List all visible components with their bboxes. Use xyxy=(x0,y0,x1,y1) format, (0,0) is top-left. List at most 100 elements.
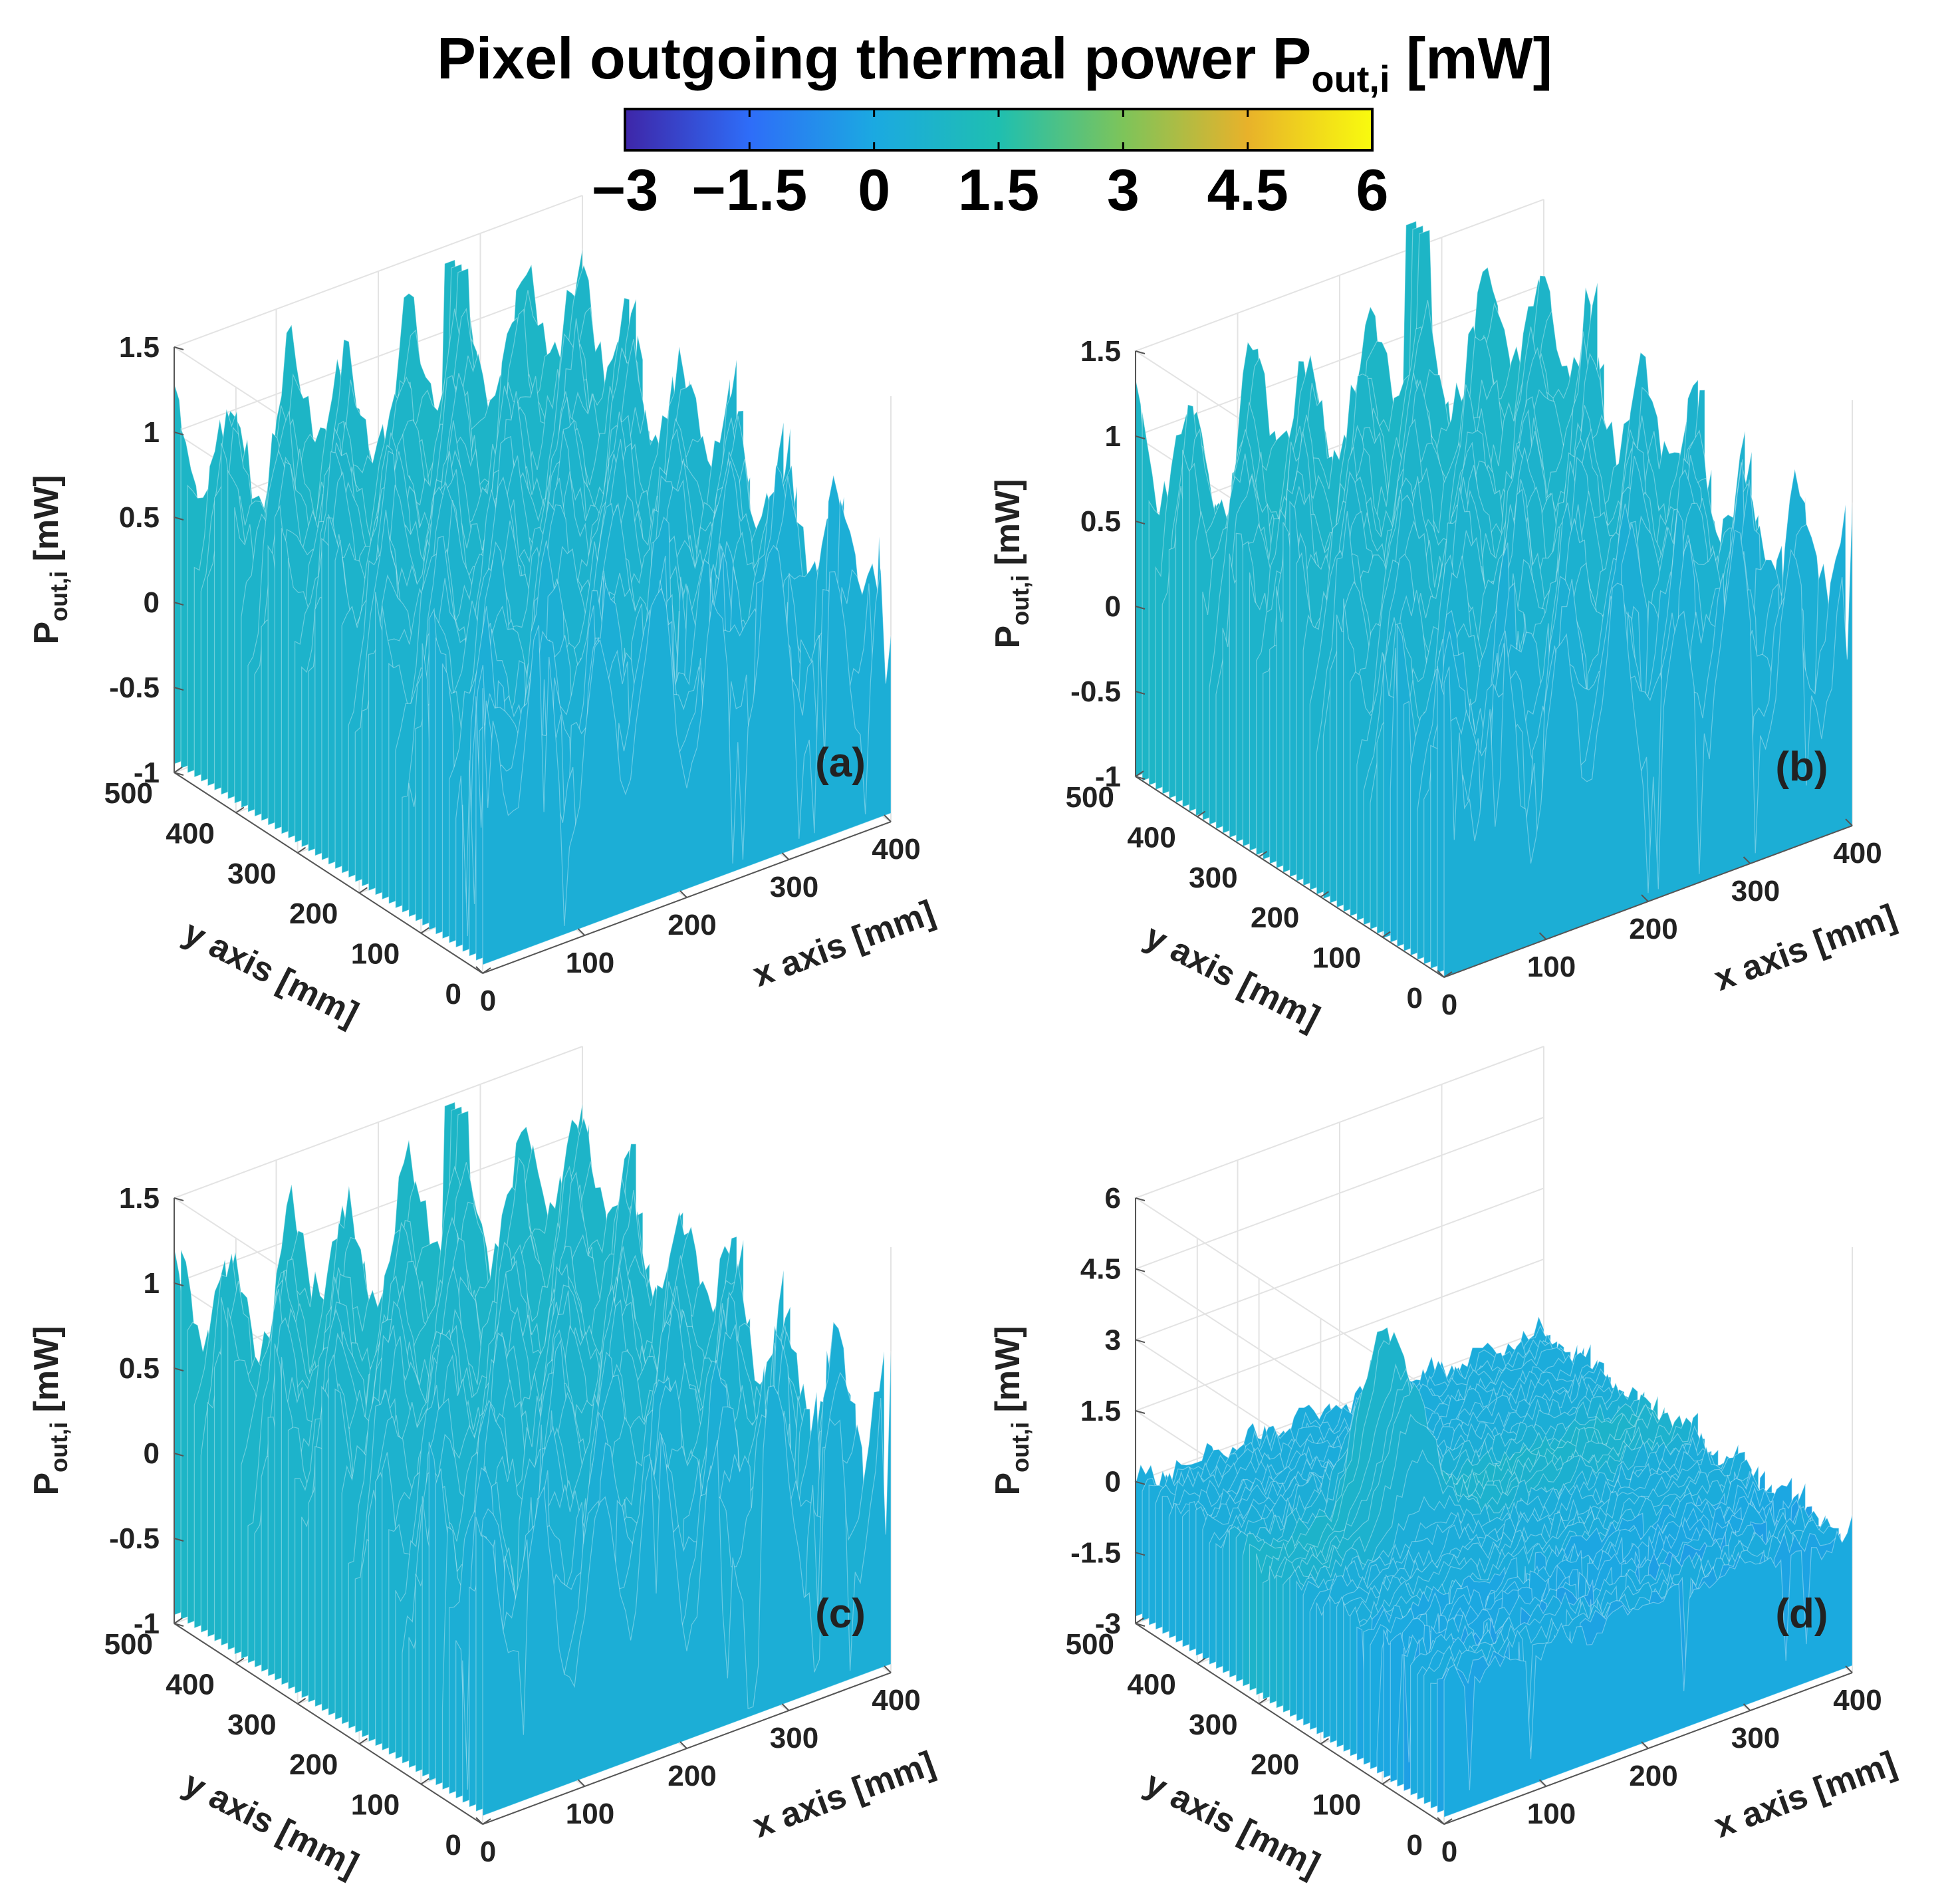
z-tick-label: -1 xyxy=(134,1607,160,1640)
x-tick-label: 400 xyxy=(1833,837,1882,870)
y-tickmark xyxy=(174,767,183,773)
x-tickmark xyxy=(577,1779,586,1787)
x-tickmark xyxy=(679,1741,687,1749)
x-tickmark xyxy=(1845,1665,1853,1673)
z-tick-label: -3 xyxy=(1095,1607,1121,1640)
z-tick-label: 1.5 xyxy=(1080,1395,1121,1427)
z-tick-label: -1.5 xyxy=(1070,1536,1121,1569)
x-tickmark xyxy=(679,890,687,898)
y-axis-line xyxy=(174,772,483,974)
y-tick-label: 500 xyxy=(104,777,153,810)
z-tickmark xyxy=(1135,1410,1146,1414)
z-tick-label: 0.5 xyxy=(1080,505,1121,538)
colorbar-tick-label: −1.5 xyxy=(691,157,807,223)
surface-slice xyxy=(482,1351,892,1817)
panel-a: -1 -0.5 0 0.5 1 1.5 0 100 200 300 400 0 100 200 300 400… xyxy=(27,195,940,1034)
y-tickmark xyxy=(235,1657,245,1665)
z-tick-label: 1 xyxy=(144,1267,160,1300)
y-tick-label: 100 xyxy=(351,938,400,971)
y-tickmark xyxy=(358,1738,368,1745)
colorbar-title-sub: out,i xyxy=(1311,58,1390,100)
y-tickmark xyxy=(1443,971,1453,978)
x-tickmark xyxy=(884,1665,892,1673)
z-axis-label: Pout,i [mW] xyxy=(989,479,1034,648)
z-tick-label: 0 xyxy=(144,586,160,619)
x-axis-label: x axis [mm] xyxy=(1709,897,1901,999)
z-tickmark xyxy=(174,431,184,435)
x-tickmark xyxy=(577,928,586,936)
z-tick-label: 1.5 xyxy=(1080,335,1121,368)
x-tick-label: 100 xyxy=(566,1798,614,1830)
y-tickmark xyxy=(1135,771,1144,777)
z-tickmark xyxy=(174,772,184,776)
colorbar-tick-label: 6 xyxy=(1356,157,1389,223)
y-axis-label: y axis [mm] xyxy=(178,913,364,1034)
z-tick-label: 4.5 xyxy=(1080,1253,1121,1286)
y-tickmark xyxy=(420,927,429,934)
z-tick-label: 6 xyxy=(1105,1182,1121,1215)
y-tick-label: 400 xyxy=(166,1668,214,1701)
z-tickmark xyxy=(1135,435,1146,439)
y-tickmark xyxy=(358,887,368,894)
y-axis-label: y axis [mm] xyxy=(1139,917,1326,1038)
z-tick-label: 0 xyxy=(1105,1466,1121,1498)
x-tick-label: 200 xyxy=(668,1760,716,1792)
y-tick-label: 200 xyxy=(289,897,338,930)
z-tickmark xyxy=(174,687,184,691)
y-tick-label: 400 xyxy=(166,817,214,850)
y-tick-label: 400 xyxy=(1127,1668,1175,1701)
x-tick-label: 200 xyxy=(1629,913,1677,945)
y-tick-label: 400 xyxy=(1127,821,1175,854)
z-tick-label: -1 xyxy=(134,757,160,789)
y-tick-label: 500 xyxy=(104,1628,153,1661)
x-tick-label: 300 xyxy=(1731,1722,1780,1754)
z-axis-label: Pout,i [mW] xyxy=(27,475,72,644)
x-tickmark xyxy=(475,1817,483,1825)
y-tick-label: 100 xyxy=(1312,942,1361,975)
x-tick-label: 300 xyxy=(1731,875,1780,907)
x-tick-label: 100 xyxy=(566,947,614,979)
y-tickmark xyxy=(1443,1818,1453,1825)
z-tickmark xyxy=(1135,350,1146,354)
y-tickmark xyxy=(1382,1778,1391,1785)
x-tickmark xyxy=(1437,970,1445,978)
panel-label: (c) xyxy=(815,1591,866,1637)
z-axis-label: Pout,i [mW] xyxy=(989,1326,1034,1495)
x-tickmark xyxy=(781,1703,790,1711)
surface-slice xyxy=(482,544,892,966)
z-tick-label: 0 xyxy=(144,1437,160,1470)
y-axis-line xyxy=(174,1623,483,1825)
x-axis-label: x axis [mm] xyxy=(748,893,940,995)
z-tickmark xyxy=(174,1368,184,1371)
x-tick-label: 100 xyxy=(1527,1798,1576,1830)
x-tick-label: 400 xyxy=(872,833,920,866)
colorbar-title-unit: [mW] xyxy=(1390,25,1552,91)
y-tickmark xyxy=(1320,1738,1329,1745)
y-tickmark xyxy=(420,1778,429,1785)
x-tick-label: 0 xyxy=(480,985,496,1017)
x-tick-label: 300 xyxy=(770,871,818,903)
surface-slice xyxy=(1443,502,1853,978)
panel-b: -1 -0.5 0 0.5 1 1.5 0 100 200 300 400 0 100 200 300 400… xyxy=(989,199,1901,1038)
y-tick-label: 0 xyxy=(1407,1829,1423,1861)
colorbar-tick-label: 4.5 xyxy=(1207,157,1288,223)
x-axis-label: x axis [mm] xyxy=(748,1744,940,1845)
z-tickmark xyxy=(174,517,184,521)
z-tickmark xyxy=(1135,1268,1146,1272)
panel-d: -3 -1.5 0 1.5 3 4.5 6 0 100 200 300 400 0 100 200 300 40… xyxy=(989,1046,1901,1885)
z-tickmark xyxy=(1135,521,1146,525)
x-tickmark xyxy=(475,966,483,974)
x-tick-label: 200 xyxy=(668,909,716,941)
panel-label: (b) xyxy=(1775,744,1828,790)
z-tickmark xyxy=(174,1623,184,1627)
x-tick-label: 400 xyxy=(1833,1684,1882,1717)
z-tickmark xyxy=(1135,606,1146,610)
y-tick-label: 300 xyxy=(227,1709,276,1741)
y-tickmark xyxy=(482,1818,491,1825)
x-tickmark xyxy=(1743,856,1751,864)
z-tick-label: 0.5 xyxy=(119,1352,160,1385)
y-tick-label: 0 xyxy=(1407,982,1423,1014)
y-tick-label: 100 xyxy=(1312,1789,1361,1822)
colorbar-tick-label: −3 xyxy=(592,157,658,223)
